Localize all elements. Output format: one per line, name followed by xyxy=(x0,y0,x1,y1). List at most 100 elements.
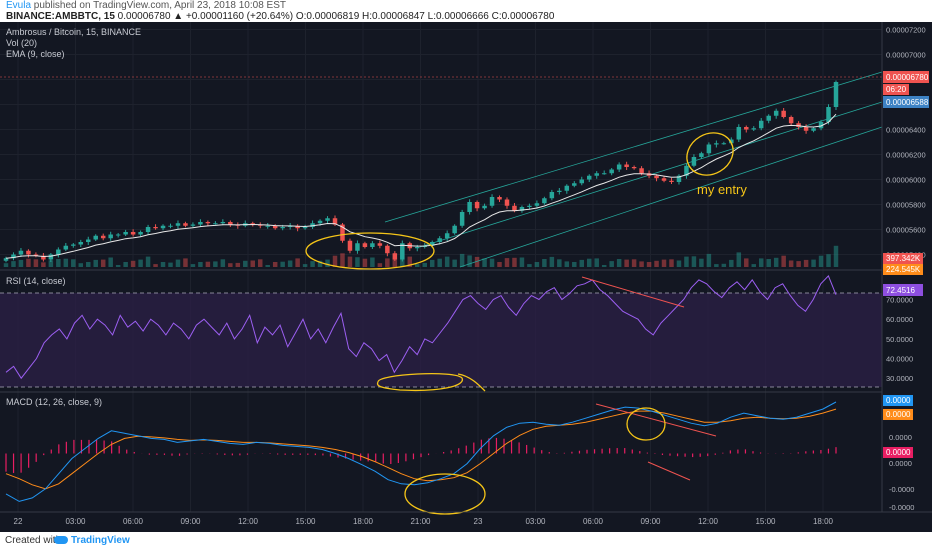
rsi-band xyxy=(0,293,882,387)
volume-bar xyxy=(228,263,233,267)
rsi-axis[interactable]: 70.0000 60.0000 50.0000 40.0000 30.0000 xyxy=(886,296,913,384)
volume-bar xyxy=(272,262,278,267)
rsi-tick-label: 40.0000 xyxy=(886,355,913,364)
time-axis[interactable]: 22 03:00 06:00 09:00 12:00 15:00 18:00 21:00 23 0… xyxy=(14,517,834,526)
volume-bar xyxy=(265,265,270,267)
cloud-icon xyxy=(54,536,68,545)
footer: Created with TradingView xyxy=(0,532,932,550)
channel-line xyxy=(459,126,883,268)
time-tick-label: 12:00 xyxy=(238,517,259,526)
candle xyxy=(138,232,143,235)
volume-bar xyxy=(26,258,31,267)
volume-bar xyxy=(287,260,293,267)
volume-bar xyxy=(482,258,487,267)
chart-area[interactable]: Ambrosus / Bitcoin, 15, BINANCE Vol (20)… xyxy=(0,22,932,532)
macd-axis[interactable]: 0.0000 0.0000 -0.0000 -0.0000 xyxy=(889,433,914,512)
volume-bar xyxy=(310,261,315,267)
candle xyxy=(818,122,824,129)
candle xyxy=(11,254,16,259)
volume-bar xyxy=(41,262,46,267)
volume-bar xyxy=(3,263,9,267)
candle xyxy=(459,212,465,226)
volume-bar xyxy=(317,260,323,267)
price-tick-label: 0.00006200 xyxy=(886,151,926,160)
candle xyxy=(444,233,450,239)
volume-bar xyxy=(751,264,756,267)
author-link[interactable]: Evula xyxy=(6,0,32,11)
candle xyxy=(489,197,495,206)
candle xyxy=(676,175,682,182)
volume-bar xyxy=(639,261,644,267)
ticker: BINANCE:AMBBTC, 15 xyxy=(6,11,115,22)
volume-bar xyxy=(624,259,629,267)
candle xyxy=(654,175,659,179)
candle xyxy=(437,238,442,242)
volume-bar xyxy=(661,259,667,267)
candle xyxy=(452,225,457,234)
candle xyxy=(123,232,128,235)
volume-bar xyxy=(392,258,398,267)
candle xyxy=(721,143,727,145)
annotation-circle-1 xyxy=(305,232,435,270)
tradingview-logo[interactable]: TradingView xyxy=(54,535,130,546)
volume-bar xyxy=(549,256,555,267)
volume-bar xyxy=(130,260,136,267)
candle xyxy=(736,127,742,140)
candle xyxy=(115,234,121,236)
price-tick-label: 0.00007200 xyxy=(886,26,926,35)
last-price-label: 0.00006780 xyxy=(886,73,929,82)
candle xyxy=(145,227,151,232)
candle xyxy=(280,227,285,229)
candle xyxy=(467,202,472,212)
candle xyxy=(796,123,801,127)
countdown-badge xyxy=(883,84,909,95)
volume-bar xyxy=(78,263,84,267)
channel-line xyxy=(384,71,883,223)
ema-line xyxy=(5,113,837,259)
volume-bar xyxy=(56,259,61,267)
candle xyxy=(198,222,203,225)
candle xyxy=(751,128,756,130)
time-tick-label: 06:00 xyxy=(123,517,144,526)
candle xyxy=(534,203,540,206)
volume-bar xyxy=(579,259,585,267)
volume-bar xyxy=(467,255,472,267)
volume-bar xyxy=(325,259,330,267)
volume-bar xyxy=(646,262,652,267)
publish-line: Evula published on TradingView.com, Apri… xyxy=(6,0,286,11)
candle xyxy=(714,143,719,145)
volume-bar xyxy=(11,261,16,267)
macd-tick-label: -0.0000 xyxy=(889,485,914,494)
candle xyxy=(295,225,300,229)
candle xyxy=(33,254,39,256)
candle xyxy=(347,240,353,251)
macd-histogram xyxy=(5,437,837,473)
volume-bar xyxy=(243,260,248,267)
candle xyxy=(527,205,532,207)
volume-bar xyxy=(183,258,188,267)
volume-bar xyxy=(355,257,360,267)
candle xyxy=(48,254,54,260)
rsi-tick-label: 60.0000 xyxy=(886,315,913,324)
time-tick-label: 23 xyxy=(474,517,483,526)
candle xyxy=(691,157,697,166)
volume-bar xyxy=(758,258,764,267)
rsi-current-badge xyxy=(883,284,923,296)
volume-bar xyxy=(631,259,637,267)
chart-svg[interactable]: Ambrosus / Bitcoin, 15, BINANCE Vol (20)… xyxy=(0,22,932,532)
macd-badge-label-3: 0.0000 xyxy=(886,448,911,457)
volume-bar xyxy=(257,259,263,267)
last-price-badge xyxy=(883,71,929,83)
candle xyxy=(385,245,390,254)
candle xyxy=(78,242,84,245)
annotation-circle-macd-1 xyxy=(626,407,666,441)
volume-bar xyxy=(497,262,502,267)
volume-bar xyxy=(564,261,570,267)
volume-bar xyxy=(818,255,824,267)
candle xyxy=(482,205,487,209)
volume-bar xyxy=(302,264,308,267)
candle xyxy=(86,239,91,242)
volume-bar xyxy=(616,259,622,267)
volume-bar xyxy=(123,262,128,267)
volume-bar xyxy=(71,259,76,267)
